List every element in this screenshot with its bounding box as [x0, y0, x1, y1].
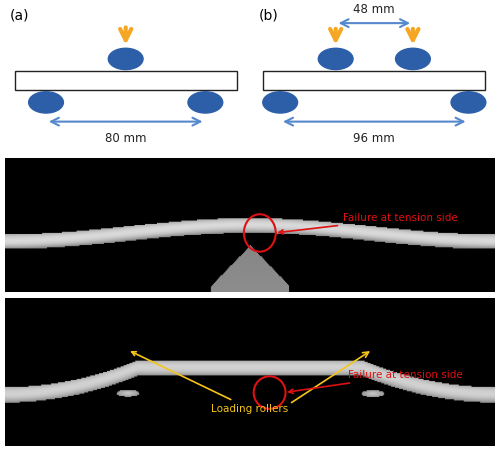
Text: (c): (c): [10, 162, 29, 176]
Bar: [14, 71, 236, 90]
Text: 96 mm: 96 mm: [354, 132, 395, 145]
Text: Failure at tension side: Failure at tension side: [289, 370, 463, 393]
Text: (d): (d): [10, 302, 29, 316]
Text: 48 mm: 48 mm: [354, 3, 395, 16]
Text: (b): (b): [258, 9, 278, 23]
Circle shape: [451, 92, 486, 113]
Circle shape: [28, 92, 64, 113]
Circle shape: [263, 92, 298, 113]
Circle shape: [188, 92, 222, 113]
Text: (a): (a): [10, 9, 29, 23]
Text: 80 mm: 80 mm: [105, 132, 146, 145]
Circle shape: [318, 48, 353, 70]
Circle shape: [108, 48, 143, 70]
Text: Loading rollers: Loading rollers: [132, 352, 288, 414]
Circle shape: [396, 48, 430, 70]
Bar: [264, 71, 486, 90]
Text: Failure at tension side: Failure at tension side: [279, 213, 458, 234]
